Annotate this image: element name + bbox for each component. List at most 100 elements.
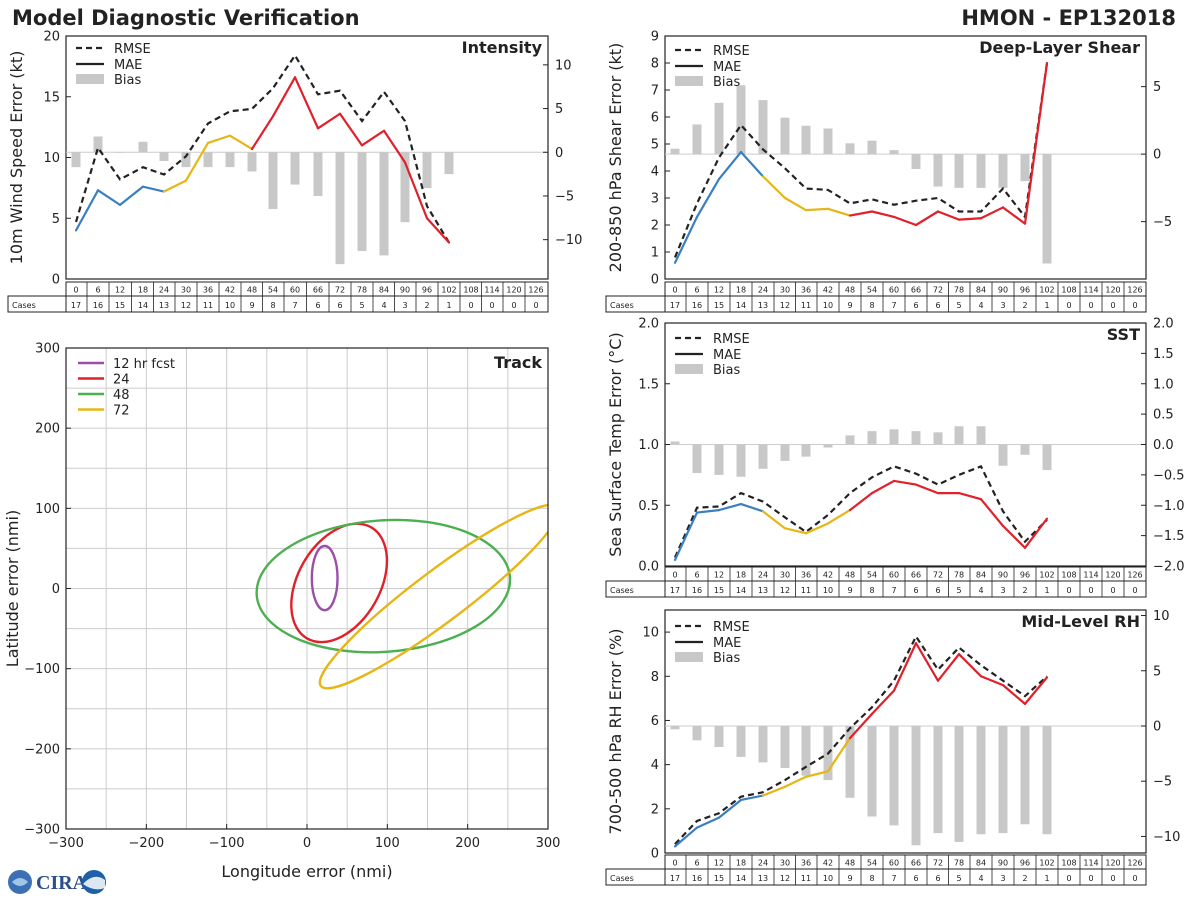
panel-1-hour-cell: 84 xyxy=(379,286,389,295)
panel-1-legend-mae-label: MAE xyxy=(114,58,142,73)
panel-3-mae-segment xyxy=(826,509,852,525)
panel-3-bias-bar xyxy=(933,432,943,445)
panel-3-mae-segment xyxy=(892,479,918,486)
panel-4-legend-bias-swatch xyxy=(675,652,703,662)
panel-3-rmse-line xyxy=(673,464,1048,558)
panel-4-mae-segment xyxy=(695,816,721,829)
panel-1-mae-segment xyxy=(206,134,232,145)
panel-2-bias-bar xyxy=(954,154,964,188)
panel-1-hour-cell: 114 xyxy=(484,286,499,295)
panel-4-case-cell: 15 xyxy=(714,874,724,883)
panel-2-y-tick-label: 5 xyxy=(651,138,659,153)
track-y-tick-label: −100 xyxy=(24,662,60,677)
panel-4-case-cell: 6 xyxy=(935,874,940,883)
panel-4-bias-bar xyxy=(758,725,768,763)
panel-2-bias-bar xyxy=(714,102,724,155)
panel-3-hour-cell: 72 xyxy=(933,571,943,580)
cira-logo-swirl-icon xyxy=(12,878,28,886)
panel-1-mae-segment xyxy=(74,189,100,232)
panel-3-mae-segment xyxy=(1023,517,1049,549)
panel-4-bias-bar xyxy=(736,725,746,757)
panel-2-y2-tick-label: 0 xyxy=(1153,148,1161,163)
panel-2-cases-label: Cases xyxy=(610,301,634,310)
panel-3-bias-bar xyxy=(736,444,746,477)
panel-1-case-cell: 11 xyxy=(203,301,213,310)
panel-3-mae-segment xyxy=(1001,524,1027,549)
panel-1-hour-cell: 60 xyxy=(290,286,300,295)
panel-3-case-cell: 14 xyxy=(736,586,746,595)
panel-4-case-cell: 6 xyxy=(913,874,918,883)
panel-1-hour-cell: 6 xyxy=(95,286,100,295)
panel-2-hour-cell: 24 xyxy=(758,286,768,295)
panel-1-hour-cell: 90 xyxy=(400,286,410,295)
panel-1-mae-segment xyxy=(271,76,297,118)
panel-4-hour-cell: 66 xyxy=(911,859,921,868)
panel-1-hour-cell: 96 xyxy=(422,286,432,295)
panel-3-hour-cell: 96 xyxy=(1020,571,1030,580)
panel-2-case-cell: 2 xyxy=(1022,301,1027,310)
panel-2-y-axis-label: 200-850 hPa Shear Error (kt) xyxy=(606,43,625,273)
panel-1-case-cell: 4 xyxy=(381,301,386,310)
track-y-tick-label: 0 xyxy=(52,582,60,597)
panel-2-case-cell: 9 xyxy=(847,301,852,310)
track-x-axis-label: Longitude error (nmi) xyxy=(221,862,392,881)
panel-3-legend-mae-label: MAE xyxy=(713,348,741,363)
panel-3-case-cell: 0 xyxy=(1132,586,1137,595)
panel-4-bias-bar xyxy=(780,725,790,768)
panel-1-case-cell: 3 xyxy=(402,301,407,310)
panel-2-bias-bar xyxy=(692,124,702,155)
panel-3-mae-segment xyxy=(783,527,808,535)
panel-4-case-cell: 5 xyxy=(956,874,961,883)
panel-1-case-cell: 17 xyxy=(71,301,81,310)
panel-2-case-cell: 6 xyxy=(935,301,940,310)
panel-2-cases-row xyxy=(605,295,1147,313)
panel-4-hour-cell: 60 xyxy=(889,859,899,868)
panel-2-case-cell: 1 xyxy=(1044,301,1049,310)
panel-2-mae-segment xyxy=(761,175,787,200)
panel-4-case-cell: 16 xyxy=(692,874,702,883)
panel-4-hour-cell: 18 xyxy=(736,859,746,868)
panel-3-hour-cell: 42 xyxy=(823,571,833,580)
panel-2-plot-frame xyxy=(664,35,1147,280)
panel-4-y-tick-label: 10 xyxy=(642,626,659,641)
panel-2-bias-bar xyxy=(780,117,790,155)
panel-4-hour-cell: 90 xyxy=(998,859,1008,868)
panel-1-bias-bar xyxy=(400,152,410,223)
panel-3-case-cell: 0 xyxy=(1066,586,1071,595)
panel-3-legend-bias-label: Bias xyxy=(713,363,740,378)
panel-3-mae-segment xyxy=(739,502,765,513)
panel-4-case-cell: 0 xyxy=(1088,874,1093,883)
panel-4-y-tick-label: 2 xyxy=(651,802,659,817)
panel-4-title: Mid-Level RH xyxy=(1021,612,1140,631)
panel-1-bias-bar xyxy=(159,152,169,161)
panel-3-y-tick-label: 0.5 xyxy=(638,499,659,514)
panel-4-y-tick-label: 8 xyxy=(651,670,659,685)
panel-1-mae-segment xyxy=(250,115,275,151)
panel-1-hour-cell: 42 xyxy=(225,286,235,295)
panel-2-mae-segment xyxy=(673,215,699,264)
panel-2-hour-cell: 54 xyxy=(867,286,877,295)
track-x-tick-label: 300 xyxy=(536,836,561,851)
panel-1-hour-cell: 54 xyxy=(268,286,278,295)
panel-2-hour-cell: 120 xyxy=(1105,286,1120,295)
panel-3-case-cell: 17 xyxy=(670,586,680,595)
track-x-tick-label: −200 xyxy=(128,836,164,851)
track-x-tick-label: −300 xyxy=(48,836,84,851)
panel-2-mae-segment xyxy=(739,151,765,178)
panel-4-case-cell: 1 xyxy=(1044,874,1049,883)
panel-3-case-cell: 6 xyxy=(935,586,940,595)
panel-2-mae-segment xyxy=(826,207,852,217)
panel-1-bias-bar xyxy=(71,152,81,168)
panel-3-legend-bias-swatch xyxy=(675,364,703,374)
panel-4-bias-bar xyxy=(998,725,1008,834)
panel-1-mae-segment xyxy=(316,112,342,130)
track-y-tick-label: −300 xyxy=(24,823,60,838)
panel-1-case-cell: 13 xyxy=(159,301,169,310)
panel-4-hour-cell: 114 xyxy=(1083,859,1098,868)
panel-4-mae-segment xyxy=(826,737,852,773)
panel-2-hour-cell: 96 xyxy=(1020,286,1030,295)
panel-4-case-cell: 4 xyxy=(978,874,983,883)
panel-2-bias-bar xyxy=(998,154,1008,188)
panel-3-hour-cell: 6 xyxy=(694,571,699,580)
